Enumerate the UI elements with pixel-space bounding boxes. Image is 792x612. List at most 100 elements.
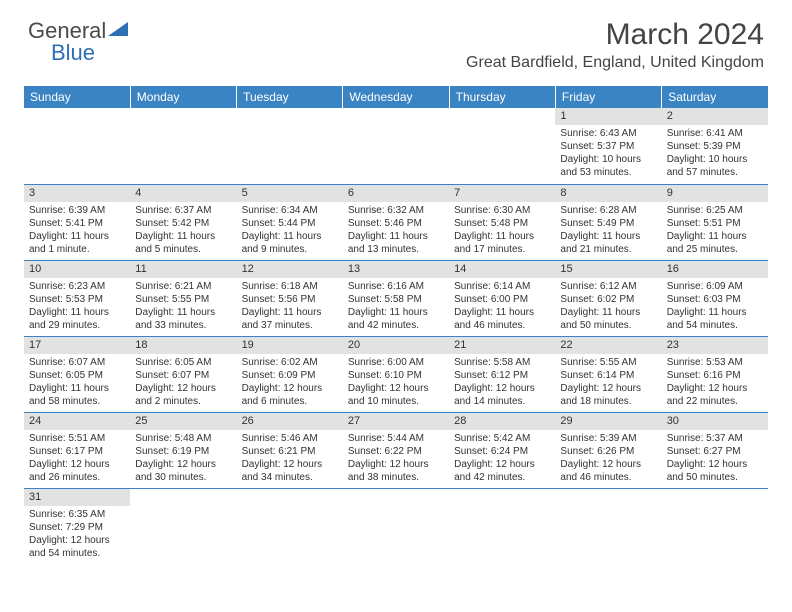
day-number: 7 xyxy=(449,185,555,202)
calendar-cell: 24Sunrise: 5:51 AMSunset: 6:17 PMDayligh… xyxy=(24,412,130,488)
day-details: Sunrise: 6:34 AMSunset: 5:44 PMDaylight:… xyxy=(237,202,343,259)
calendar-cell: 27Sunrise: 5:44 AMSunset: 6:22 PMDayligh… xyxy=(343,412,449,488)
calendar-cell xyxy=(343,488,449,564)
day-details: Sunrise: 6:37 AMSunset: 5:42 PMDaylight:… xyxy=(130,202,236,259)
day-number: 8 xyxy=(555,185,661,202)
logo-text-2: Blue xyxy=(51,40,95,66)
title-block: March 2024 Great Bardfield, England, Uni… xyxy=(466,18,764,72)
day-details: Sunrise: 6:00 AMSunset: 6:10 PMDaylight:… xyxy=(343,354,449,411)
day-header: Tuesday xyxy=(237,86,343,108)
day-details: Sunrise: 6:23 AMSunset: 5:53 PMDaylight:… xyxy=(24,278,130,335)
day-number: 13 xyxy=(343,261,449,278)
calendar-cell xyxy=(237,488,343,564)
calendar-cell: 2Sunrise: 6:41 AMSunset: 5:39 PMDaylight… xyxy=(662,108,768,184)
day-number: 18 xyxy=(130,337,236,354)
day-details: Sunrise: 6:07 AMSunset: 6:05 PMDaylight:… xyxy=(24,354,130,411)
day-details: Sunrise: 6:18 AMSunset: 5:56 PMDaylight:… xyxy=(237,278,343,335)
day-number: 10 xyxy=(24,261,130,278)
day-details: Sunrise: 6:12 AMSunset: 6:02 PMDaylight:… xyxy=(555,278,661,335)
day-number: 27 xyxy=(343,413,449,430)
day-details: Sunrise: 6:14 AMSunset: 6:00 PMDaylight:… xyxy=(449,278,555,335)
day-number: 6 xyxy=(343,185,449,202)
day-details: Sunrise: 6:02 AMSunset: 6:09 PMDaylight:… xyxy=(237,354,343,411)
calendar-cell: 15Sunrise: 6:12 AMSunset: 6:02 PMDayligh… xyxy=(555,260,661,336)
day-number: 2 xyxy=(662,108,768,125)
calendar-cell: 1Sunrise: 6:43 AMSunset: 5:37 PMDaylight… xyxy=(555,108,661,184)
day-details: Sunrise: 6:09 AMSunset: 6:03 PMDaylight:… xyxy=(662,278,768,335)
day-details: Sunrise: 5:39 AMSunset: 6:26 PMDaylight:… xyxy=(555,430,661,487)
calendar-table: SundayMondayTuesdayWednesdayThursdayFrid… xyxy=(24,86,768,564)
calendar-cell: 13Sunrise: 6:16 AMSunset: 5:58 PMDayligh… xyxy=(343,260,449,336)
calendar-cell: 21Sunrise: 5:58 AMSunset: 6:12 PMDayligh… xyxy=(449,336,555,412)
calendar-cell: 4Sunrise: 6:37 AMSunset: 5:42 PMDaylight… xyxy=(130,184,236,260)
day-header: Sunday xyxy=(24,86,130,108)
day-details: Sunrise: 5:42 AMSunset: 6:24 PMDaylight:… xyxy=(449,430,555,487)
calendar-cell xyxy=(449,488,555,564)
day-number: 19 xyxy=(237,337,343,354)
calendar-cell xyxy=(237,108,343,184)
day-number: 21 xyxy=(449,337,555,354)
calendar-cell xyxy=(130,488,236,564)
day-number: 26 xyxy=(237,413,343,430)
day-number: 14 xyxy=(449,261,555,278)
calendar-cell: 11Sunrise: 6:21 AMSunset: 5:55 PMDayligh… xyxy=(130,260,236,336)
day-header: Saturday xyxy=(662,86,768,108)
month-title: March 2024 xyxy=(466,18,764,52)
day-details: Sunrise: 6:28 AMSunset: 5:49 PMDaylight:… xyxy=(555,202,661,259)
calendar-cell: 12Sunrise: 6:18 AMSunset: 5:56 PMDayligh… xyxy=(237,260,343,336)
day-number: 29 xyxy=(555,413,661,430)
day-number: 22 xyxy=(555,337,661,354)
calendar-cell: 3Sunrise: 6:39 AMSunset: 5:41 PMDaylight… xyxy=(24,184,130,260)
calendar-cell: 19Sunrise: 6:02 AMSunset: 6:09 PMDayligh… xyxy=(237,336,343,412)
day-details: Sunrise: 6:41 AMSunset: 5:39 PMDaylight:… xyxy=(662,125,768,182)
day-header: Thursday xyxy=(449,86,555,108)
day-details: Sunrise: 6:39 AMSunset: 5:41 PMDaylight:… xyxy=(24,202,130,259)
calendar-cell: 10Sunrise: 6:23 AMSunset: 5:53 PMDayligh… xyxy=(24,260,130,336)
calendar-cell: 22Sunrise: 5:55 AMSunset: 6:14 PMDayligh… xyxy=(555,336,661,412)
day-header: Wednesday xyxy=(343,86,449,108)
day-number: 31 xyxy=(24,489,130,506)
day-number: 25 xyxy=(130,413,236,430)
day-number: 16 xyxy=(662,261,768,278)
day-number: 28 xyxy=(449,413,555,430)
day-details: Sunrise: 6:25 AMSunset: 5:51 PMDaylight:… xyxy=(662,202,768,259)
calendar-cell: 30Sunrise: 5:37 AMSunset: 6:27 PMDayligh… xyxy=(662,412,768,488)
day-number: 20 xyxy=(343,337,449,354)
calendar-cell: 8Sunrise: 6:28 AMSunset: 5:49 PMDaylight… xyxy=(555,184,661,260)
logo-triangle-icon xyxy=(108,18,128,44)
calendar-cell xyxy=(449,108,555,184)
calendar-cell: 25Sunrise: 5:48 AMSunset: 6:19 PMDayligh… xyxy=(130,412,236,488)
calendar-cell xyxy=(343,108,449,184)
day-details: Sunrise: 6:35 AMSunset: 7:29 PMDaylight:… xyxy=(24,506,130,563)
day-details: Sunrise: 6:30 AMSunset: 5:48 PMDaylight:… xyxy=(449,202,555,259)
day-details: Sunrise: 5:53 AMSunset: 6:16 PMDaylight:… xyxy=(662,354,768,411)
day-details: Sunrise: 6:43 AMSunset: 5:37 PMDaylight:… xyxy=(555,125,661,182)
calendar-body: 1Sunrise: 6:43 AMSunset: 5:37 PMDaylight… xyxy=(24,108,768,564)
day-number: 23 xyxy=(662,337,768,354)
calendar-cell: 17Sunrise: 6:07 AMSunset: 6:05 PMDayligh… xyxy=(24,336,130,412)
day-details: Sunrise: 5:46 AMSunset: 6:21 PMDaylight:… xyxy=(237,430,343,487)
calendar-cell: 23Sunrise: 5:53 AMSunset: 6:16 PMDayligh… xyxy=(662,336,768,412)
day-details: Sunrise: 5:55 AMSunset: 6:14 PMDaylight:… xyxy=(555,354,661,411)
calendar-cell: 9Sunrise: 6:25 AMSunset: 5:51 PMDaylight… xyxy=(662,184,768,260)
day-details: Sunrise: 5:48 AMSunset: 6:19 PMDaylight:… xyxy=(130,430,236,487)
header: General March 2024 Great Bardfield, Engl… xyxy=(0,0,792,78)
calendar-cell: 5Sunrise: 6:34 AMSunset: 5:44 PMDaylight… xyxy=(237,184,343,260)
calendar-cell xyxy=(662,488,768,564)
calendar-cell: 6Sunrise: 6:32 AMSunset: 5:46 PMDaylight… xyxy=(343,184,449,260)
day-number: 24 xyxy=(24,413,130,430)
day-number: 11 xyxy=(130,261,236,278)
day-number: 1 xyxy=(555,108,661,125)
day-number: 15 xyxy=(555,261,661,278)
day-header: Friday xyxy=(555,86,661,108)
day-number: 12 xyxy=(237,261,343,278)
calendar-cell: 16Sunrise: 6:09 AMSunset: 6:03 PMDayligh… xyxy=(662,260,768,336)
day-header: Monday xyxy=(130,86,236,108)
day-details: Sunrise: 5:44 AMSunset: 6:22 PMDaylight:… xyxy=(343,430,449,487)
calendar-cell: 29Sunrise: 5:39 AMSunset: 6:26 PMDayligh… xyxy=(555,412,661,488)
calendar-cell xyxy=(130,108,236,184)
day-number: 30 xyxy=(662,413,768,430)
calendar-cell: 31Sunrise: 6:35 AMSunset: 7:29 PMDayligh… xyxy=(24,488,130,564)
day-details: Sunrise: 5:51 AMSunset: 6:17 PMDaylight:… xyxy=(24,430,130,487)
calendar-cell: 18Sunrise: 6:05 AMSunset: 6:07 PMDayligh… xyxy=(130,336,236,412)
